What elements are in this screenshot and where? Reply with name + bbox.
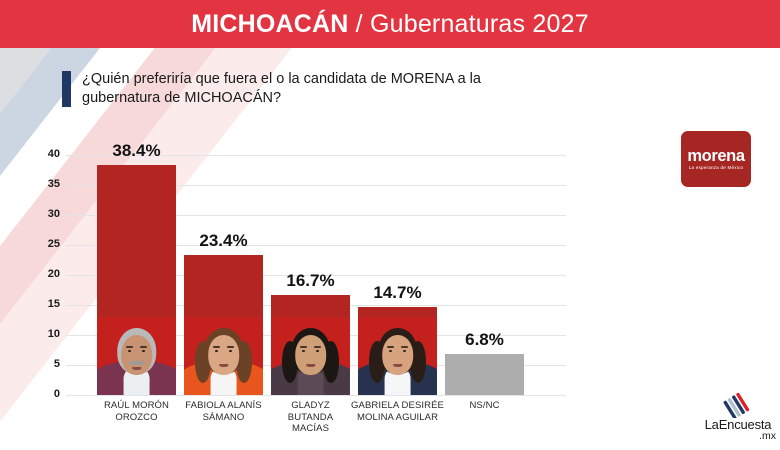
bar-group[interactable]: 16.7% GLADYZ BUTANDA MACÍAS bbox=[271, 271, 350, 434]
bar[interactable] bbox=[358, 306, 437, 395]
bar-group[interactable]: 14.7% GABRIELA DESIRÉE MOLINA AGUILAR bbox=[351, 283, 444, 423]
bar-value-label: 16.7% bbox=[286, 270, 335, 290]
gridline bbox=[66, 185, 566, 186]
bar-category-label: FABIOLA ALANÍS SÁMANO bbox=[185, 400, 262, 423]
candidate-photo bbox=[184, 317, 263, 395]
bar-category-label: GABRIELA DESIRÉE MOLINA AGUILAR bbox=[351, 400, 444, 423]
pollster-mark-icon bbox=[723, 392, 750, 418]
question-text: ¿Quién preferiría que fuera el o la cand… bbox=[82, 71, 481, 106]
morena-wordmark: morena bbox=[687, 147, 745, 165]
question-marker-icon bbox=[62, 71, 71, 107]
bar-category-label: GLADYZ BUTANDA MACÍAS bbox=[287, 400, 334, 434]
bars-group: 38.4% RAÚL MORÓN OROZCO 23.4% FABIOLA ALANÍ… bbox=[66, 141, 566, 434]
bar-value-label: 23.4% bbox=[199, 230, 248, 250]
morena-logo: morena La esperanza de México bbox=[681, 131, 751, 187]
pollster-tld: .mx bbox=[759, 430, 776, 442]
bar-group[interactable]: 23.4% FABIOLA ALANÍS SÁMANO bbox=[184, 231, 263, 423]
y-axis-tick-label: 15 bbox=[47, 298, 60, 310]
pollster-logo: LaEncuesta .mx bbox=[700, 392, 776, 444]
header-banner: MICHOACÁN / Gubernaturas 2027 bbox=[0, 0, 780, 48]
bar-group[interactable]: 6.8% NS/NC bbox=[445, 330, 524, 411]
page-title: MICHOACÁN / Gubernaturas 2027 bbox=[191, 10, 589, 39]
bar-category-label: NS/NC bbox=[469, 400, 500, 411]
bar[interactable] bbox=[184, 254, 263, 395]
y-axis-tick-label: 10 bbox=[47, 328, 60, 340]
header-state: MICHOACÁN bbox=[191, 9, 349, 38]
gridline bbox=[66, 245, 566, 246]
bar-category-label: RAÚL MORÓN OROZCO bbox=[103, 400, 170, 423]
gridline bbox=[66, 155, 566, 156]
gridline bbox=[66, 215, 566, 216]
morena-tagline: La esperanza de México bbox=[688, 165, 744, 170]
gridline bbox=[66, 395, 566, 396]
bar[interactable] bbox=[445, 354, 524, 395]
candidate-photo bbox=[358, 317, 437, 395]
bar[interactable] bbox=[97, 164, 176, 395]
bar-value-label: 6.8% bbox=[465, 330, 504, 350]
question-block: ¿Quién preferiría que fuera el o la cand… bbox=[62, 70, 532, 108]
candidate-photo bbox=[271, 317, 350, 395]
y-axis-tick-label: 35 bbox=[47, 178, 60, 190]
header-subtitle: / Gubernaturas 2027 bbox=[348, 9, 589, 38]
pollster-name: LaEncuesta bbox=[704, 417, 772, 432]
bar-value-label: 38.4% bbox=[112, 140, 161, 160]
y-axis-tick-label: 5 bbox=[53, 358, 60, 370]
y-axis-tick-label: 40 bbox=[47, 148, 60, 160]
candidate-photo bbox=[97, 317, 176, 395]
plot-area: 40 35 30 25 20 15 10 5 0 38.4% RAÚL MORÓN OROZCO 2… bbox=[48, 141, 566, 434]
y-axis-tick-label: 30 bbox=[47, 208, 60, 220]
y-axis-tick-label: 20 bbox=[47, 268, 60, 280]
bar[interactable] bbox=[271, 294, 350, 395]
y-axis-tick-label: 0 bbox=[53, 388, 60, 400]
bar-value-label: 14.7% bbox=[373, 282, 422, 302]
y-axis-tick-label: 25 bbox=[47, 238, 60, 250]
gridline bbox=[66, 275, 566, 276]
bar-group[interactable]: 38.4% RAÚL MORÓN OROZCO bbox=[97, 141, 176, 423]
